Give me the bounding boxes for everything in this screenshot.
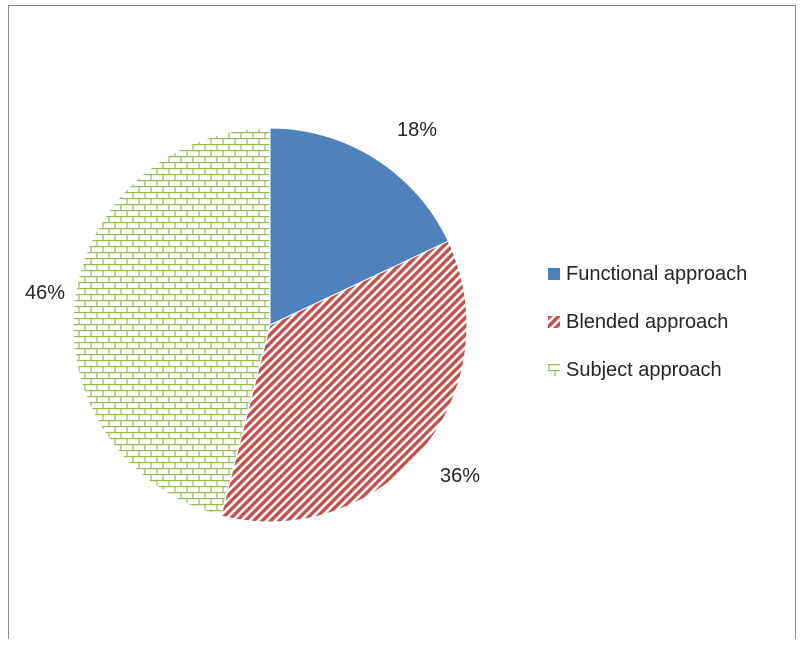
legend-item-subject: Subject approach bbox=[548, 358, 747, 382]
legend-label-functional: Functional approach bbox=[566, 262, 748, 285]
legend-label-blended: Blended approach bbox=[566, 310, 729, 333]
pie-slice-blended bbox=[220, 240, 468, 523]
legend-swatch-blended bbox=[548, 316, 560, 328]
legend: Functional approach Blended approach Sub… bbox=[548, 262, 747, 406]
pie-slice-functional bbox=[269, 127, 449, 326]
data-label-subject: 46% bbox=[25, 282, 65, 304]
legend-label-subject: Subject approach bbox=[566, 358, 722, 381]
legend-swatch-subject bbox=[548, 364, 560, 376]
data-label-blended: 36% bbox=[440, 465, 480, 487]
chart-frame bbox=[8, 5, 796, 639]
legend-item-blended: Blended approach bbox=[548, 310, 747, 334]
pie-slice-subject bbox=[72, 127, 271, 517]
legend-item-functional: Functional approach bbox=[548, 262, 747, 286]
legend-swatch-functional bbox=[548, 268, 560, 280]
pie-slice-labels: 18% 36% 46% bbox=[25, 119, 480, 487]
pie-slices bbox=[72, 127, 468, 523]
data-label-functional: 18% bbox=[397, 119, 437, 141]
